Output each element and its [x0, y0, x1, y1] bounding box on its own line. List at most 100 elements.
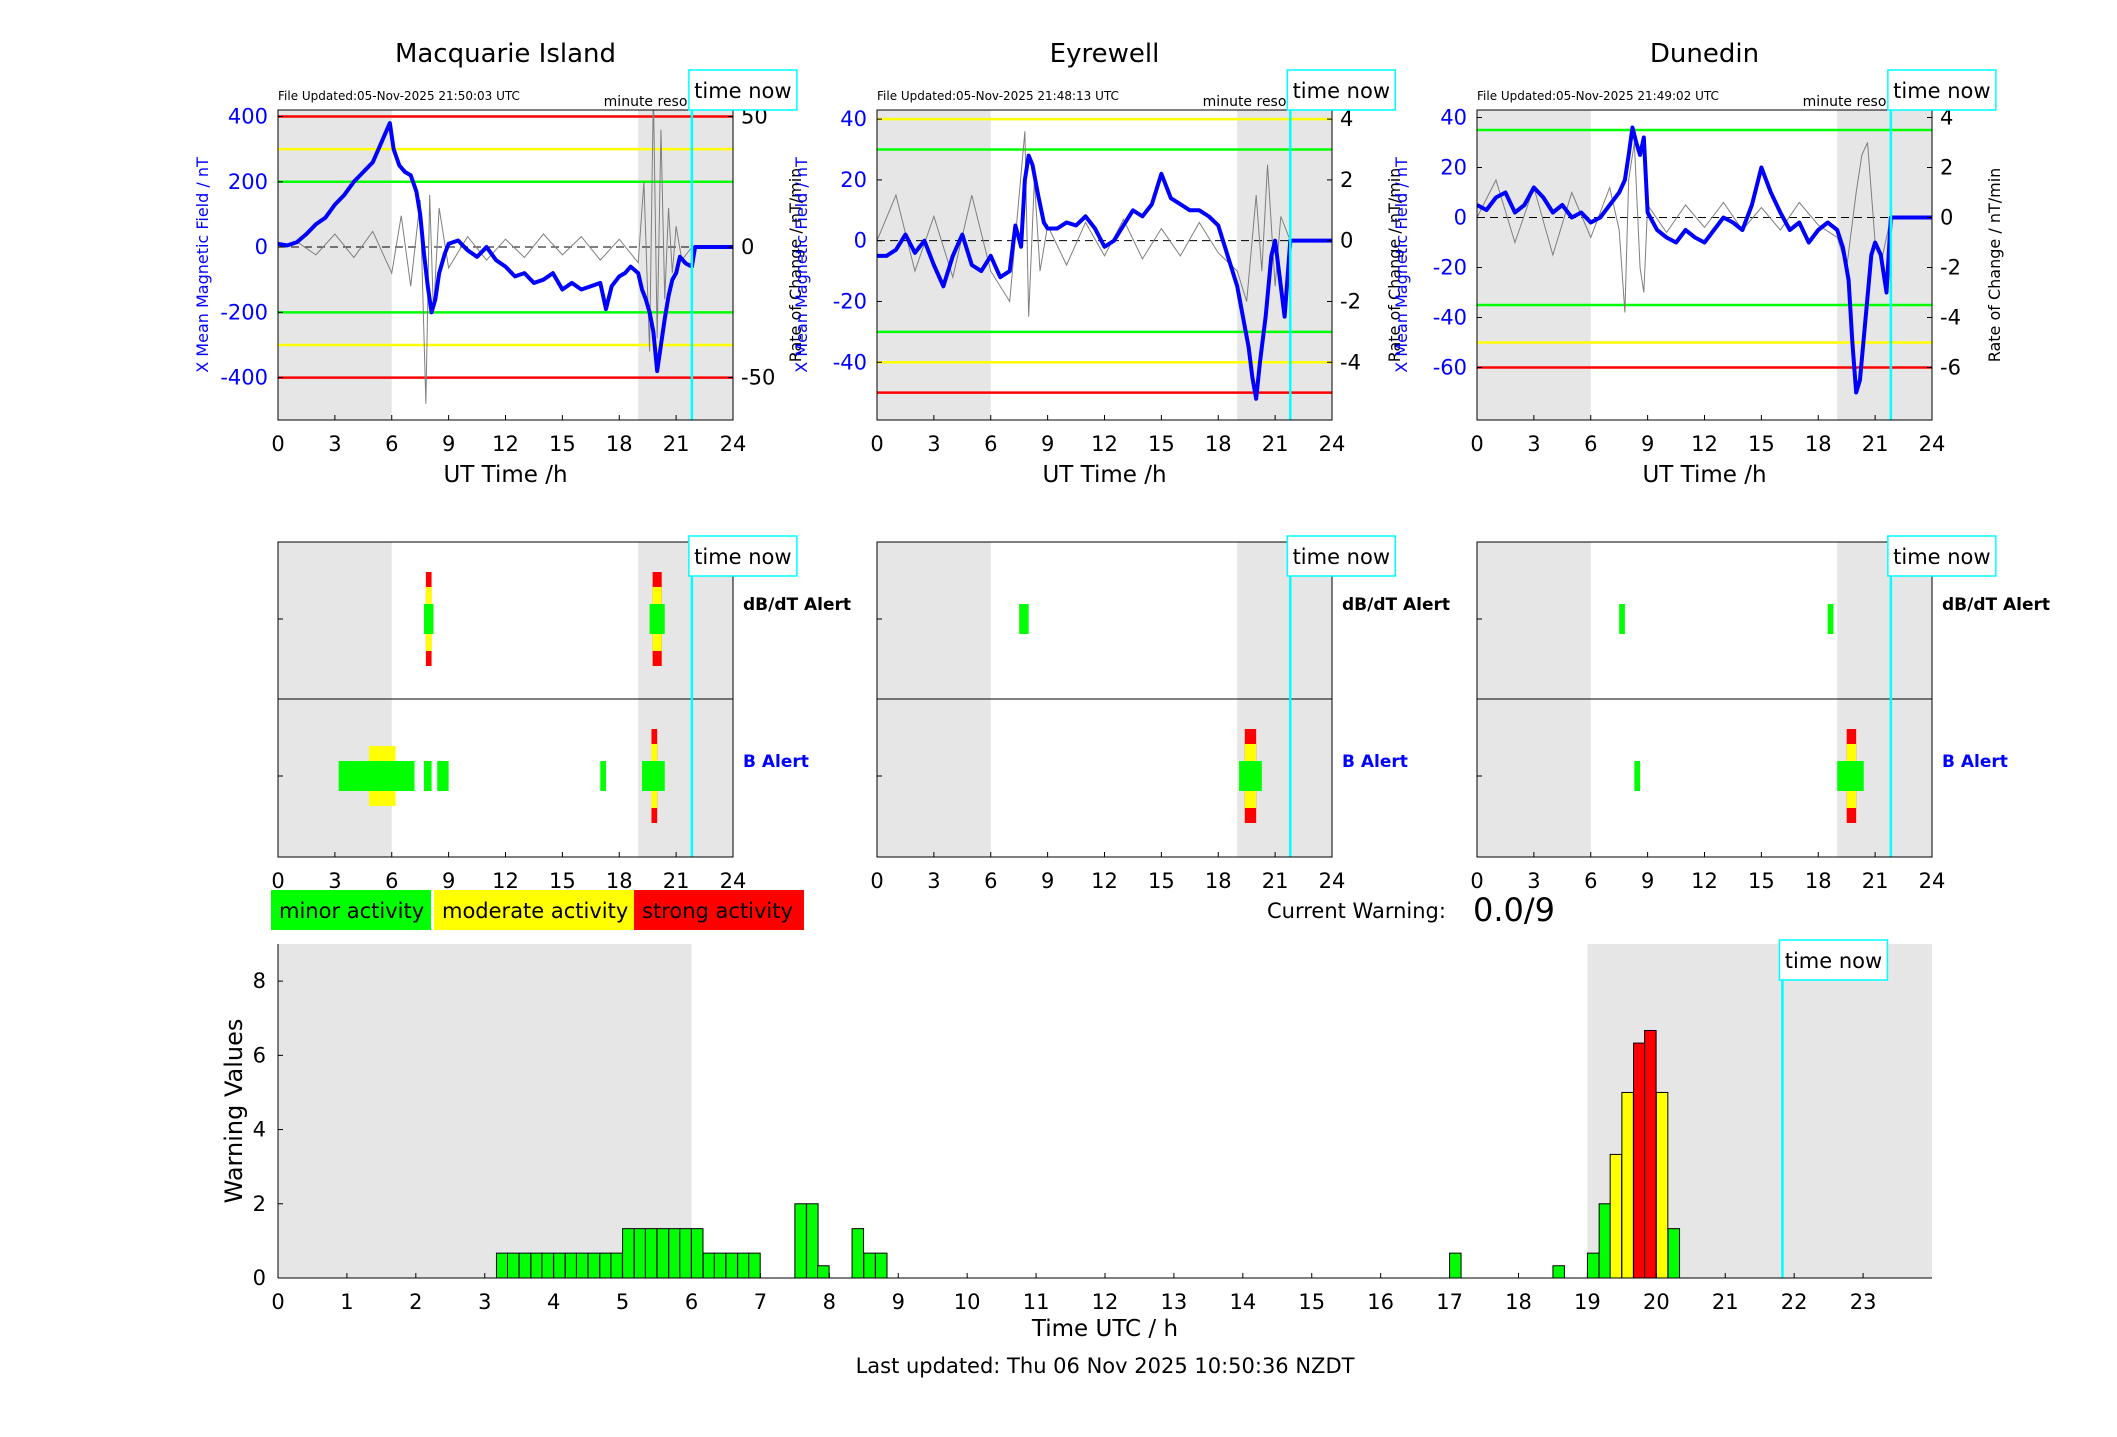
warning-bar-37: [1655, 1091, 1669, 1279]
station-title: Dunedin: [1650, 39, 1759, 69]
y-tick-left-label: -20: [1433, 256, 1467, 280]
x-tick-label: 18: [606, 869, 633, 893]
x-tick-label: 6: [984, 432, 997, 456]
x-tick-label: 18: [1805, 869, 1832, 893]
x-tick-label: 24: [720, 432, 747, 456]
x-tick-label: 6: [1584, 869, 1597, 893]
x-tick-label: 0: [271, 432, 284, 456]
night-shade-0: [278, 944, 692, 1278]
field-mean-line: [278, 121, 733, 374]
y-axis-label-left: X Mean Magnetic Field / nT: [792, 157, 811, 373]
warning-bar-23: [794, 1203, 807, 1279]
y-tick-left-label: 20: [1440, 156, 1467, 180]
x-tick-label: 9: [1641, 432, 1654, 456]
x-tick-label: 22: [1781, 1290, 1808, 1314]
legend-label-2: strong activity: [642, 899, 793, 923]
x-tick-label: 18: [1205, 869, 1232, 893]
alert-minor-block: [423, 761, 432, 791]
x-tick-label: 15: [549, 869, 576, 893]
x-tick-label: 18: [1805, 432, 1832, 456]
x-tick-label: 16: [1367, 1290, 1394, 1314]
y-tick-left-label: 0: [854, 229, 867, 253]
warning-bar-34: [1621, 1091, 1634, 1279]
time-now-box: [688, 69, 798, 111]
warning-bar-14: [656, 1228, 670, 1279]
rate-of-change-line: [278, 110, 693, 404]
y-tick-right-label: -6: [1940, 356, 1961, 380]
x-tick-label: 17: [1436, 1290, 1463, 1314]
x-tick-label: 9: [892, 1290, 905, 1314]
warning-bar-32: [1598, 1203, 1612, 1279]
y-axis-label-right: Rate of Change / nT/min: [1385, 168, 1404, 363]
y-tick-label: 6: [253, 1043, 266, 1067]
x-axis-label: UT Time /h: [1642, 462, 1766, 488]
x-tick-label: 12: [1691, 869, 1718, 893]
warning-bar-33: [1609, 1153, 1623, 1279]
x-tick-label: 8: [823, 1290, 836, 1314]
x-tick-label: 23: [1850, 1290, 1877, 1314]
warning-bar-35: [1633, 1042, 1646, 1279]
field-panel-1: 0 3 6 9 12 15 18 21 2440200-20-40420-2-4Eyrewell…: [792, 39, 1404, 488]
station-title: Eyrewell: [1050, 39, 1160, 69]
night-shade-1: [1837, 110, 1932, 420]
alert-panel-2: 0 3 6 9 12 15 18 21 24 dB/dT Alert B Alert time now: [1470, 535, 2050, 893]
x-tick-label: 13: [1161, 1290, 1188, 1314]
x-tick-label: 12: [1691, 432, 1718, 456]
warning-values-chart: 0 1 2 3 4 5 6 7 8 9 10 11 12 13 14 15 16 17 18 19 20 21 22 2302…: [220, 939, 1932, 1342]
dbdt-alert-label: dB/dT Alert: [1942, 595, 2050, 615]
field-mean-line: [877, 153, 1332, 401]
rate-of-change-line: [877, 131, 1291, 317]
y-tick-left-label: -200: [220, 300, 268, 324]
y-axis-label-right: Rate of Change / nT/min: [786, 168, 805, 363]
time-now-label: time now: [694, 79, 791, 103]
legend-swatch-2: [634, 890, 804, 930]
warning-bar-15: [668, 1228, 681, 1279]
time-now-box: [688, 535, 798, 577]
x-tick-label: 18: [1505, 1290, 1532, 1314]
x-tick-label: 21: [1262, 432, 1289, 456]
station-title: Macquarie Island: [395, 39, 616, 69]
x-tick-label: 0: [271, 869, 284, 893]
file-updated-text: File Updated:05-Nov-2025 21:50:03 UTC: [278, 89, 520, 103]
y-tick-left-label: -20: [833, 289, 867, 313]
alert-minor-block: [338, 761, 415, 791]
x-tick-label: 4: [547, 1290, 560, 1314]
y-tick-left-label: -40: [1433, 306, 1467, 330]
x-tick-label: 9: [1041, 432, 1054, 456]
x-tick-label: 12: [492, 432, 519, 456]
x-tick-label: 15: [1748, 869, 1775, 893]
x-axis-label: UT Time /h: [443, 462, 567, 488]
x-tick-label: 15: [1298, 1290, 1325, 1314]
y-tick-left-label: 200: [228, 170, 268, 194]
y-tick-label: 0: [253, 1266, 266, 1290]
b-alert-label: B Alert: [1342, 752, 1408, 772]
x-tick-label: 6: [1584, 432, 1597, 456]
time-now-box: [1778, 939, 1889, 981]
warning-bar-12: [633, 1228, 647, 1279]
dbdt-alert-label: dB/dT Alert: [743, 595, 851, 615]
time-now-box: [1887, 69, 1997, 111]
legend-swatch-1: [434, 890, 634, 930]
x-tick-label: 3: [1527, 869, 1540, 893]
x-tick-label: 2: [409, 1290, 422, 1314]
y-axis-label-left: X Mean Magnetic Field / nT: [1392, 157, 1411, 373]
warning-bar-5: [553, 1252, 566, 1279]
warning-bar-26: [851, 1228, 865, 1279]
x-tick-label: 6: [385, 432, 398, 456]
warning-bar-21: [737, 1252, 750, 1279]
x-tick-label: 1: [340, 1290, 353, 1314]
dbdt-alert-label: dB/dT Alert: [1342, 595, 1450, 615]
warning-bar-17: [691, 1228, 704, 1279]
rate-of-change-line: [1477, 142, 1892, 313]
warning-bar-24: [806, 1203, 819, 1279]
y-tick-right-label: -50: [741, 366, 775, 390]
y-tick-right-label: 4: [1940, 106, 1953, 130]
y-tick-right-label: 0: [741, 235, 754, 259]
y-tick-right-label: 0: [1940, 206, 1953, 230]
x-tick-label: 0: [1470, 869, 1483, 893]
x-tick-label: 15: [549, 432, 576, 456]
x-tick-label: 21: [1712, 1290, 1739, 1314]
warning-bar-6: [564, 1252, 578, 1279]
